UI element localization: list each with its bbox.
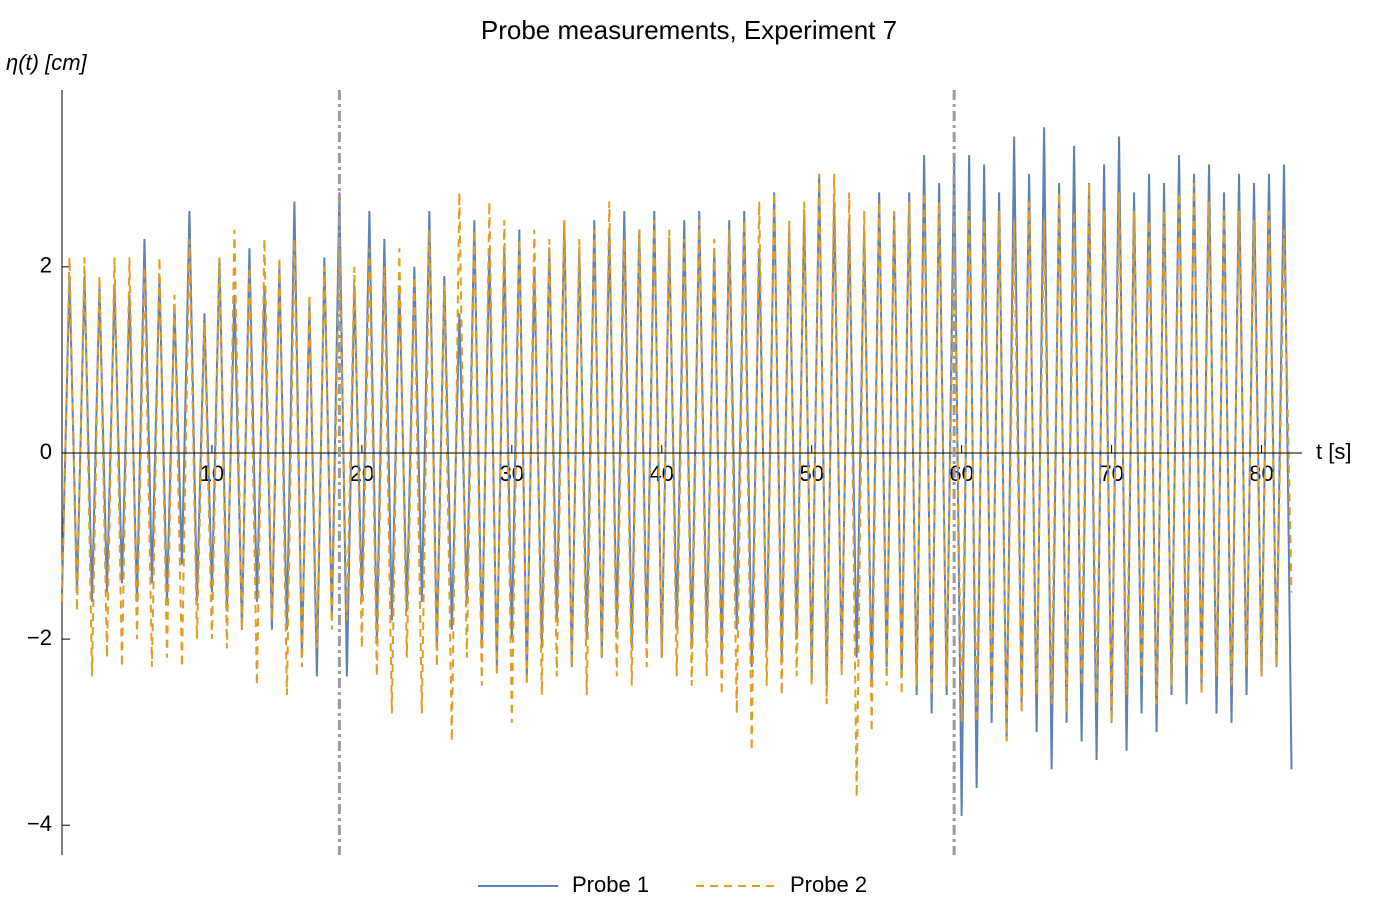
series-line xyxy=(61,173,1293,798)
x-tick-label: 50 xyxy=(799,461,823,486)
x-axis-label: t [s] xyxy=(1316,439,1351,464)
y-tick-label: −2 xyxy=(27,625,52,650)
y-tick-label: 0 xyxy=(40,439,52,464)
x-tick-label: 40 xyxy=(650,461,674,486)
y-axis-label: η(t) [cm] xyxy=(6,50,88,75)
x-tick-label: 80 xyxy=(1249,461,1273,486)
x-tick-label: 70 xyxy=(1099,461,1123,486)
x-tick-label: 30 xyxy=(500,461,524,486)
chart-title: Probe measurements, Experiment 7 xyxy=(481,15,897,45)
legend-label: Probe 1 xyxy=(572,872,649,897)
legend-label: Probe 2 xyxy=(790,872,867,897)
x-tick-label: 10 xyxy=(200,461,224,486)
y-tick-label: 2 xyxy=(40,253,52,278)
y-tick-label: −4 xyxy=(27,811,52,836)
x-tick-label: 20 xyxy=(350,461,374,486)
